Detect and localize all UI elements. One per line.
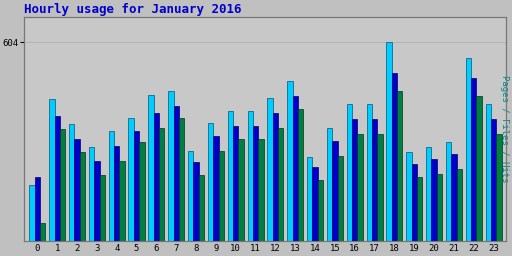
- Bar: [247, 111, 253, 241]
- Bar: [466, 58, 471, 241]
- Bar: [199, 175, 204, 241]
- Bar: [233, 126, 239, 241]
- Bar: [80, 152, 85, 241]
- Bar: [35, 177, 40, 241]
- Bar: [273, 113, 278, 241]
- Bar: [94, 161, 99, 241]
- Text: Hourly usage for January 2016: Hourly usage for January 2016: [25, 3, 242, 16]
- Bar: [372, 119, 377, 241]
- Bar: [347, 104, 352, 241]
- Bar: [60, 129, 65, 241]
- Bar: [397, 91, 402, 241]
- Bar: [278, 127, 284, 241]
- Bar: [239, 139, 244, 241]
- Bar: [287, 81, 292, 241]
- Bar: [318, 180, 323, 241]
- Bar: [446, 142, 451, 241]
- Bar: [337, 156, 343, 241]
- Bar: [129, 118, 134, 241]
- Bar: [148, 94, 154, 241]
- Bar: [40, 223, 46, 241]
- Bar: [109, 131, 114, 241]
- Bar: [417, 177, 422, 241]
- Bar: [119, 161, 125, 241]
- Bar: [253, 126, 258, 241]
- Bar: [485, 104, 491, 241]
- Bar: [312, 167, 318, 241]
- Bar: [54, 116, 60, 241]
- Bar: [392, 73, 397, 241]
- Bar: [69, 124, 74, 241]
- Bar: [377, 134, 382, 241]
- Bar: [74, 139, 80, 241]
- Bar: [174, 106, 179, 241]
- Bar: [267, 98, 273, 241]
- Bar: [432, 159, 437, 241]
- Bar: [332, 141, 337, 241]
- Bar: [412, 164, 417, 241]
- Bar: [213, 136, 219, 241]
- Bar: [476, 96, 482, 241]
- Bar: [496, 134, 502, 241]
- Bar: [352, 119, 357, 241]
- Bar: [457, 169, 462, 241]
- Bar: [307, 157, 312, 241]
- Bar: [49, 100, 54, 241]
- Bar: [491, 119, 496, 241]
- Bar: [208, 123, 213, 241]
- Bar: [357, 134, 362, 241]
- Bar: [139, 142, 144, 241]
- Bar: [228, 111, 233, 241]
- Bar: [451, 154, 457, 241]
- Bar: [188, 151, 194, 241]
- Bar: [134, 131, 139, 241]
- Bar: [114, 146, 119, 241]
- Bar: [159, 127, 164, 241]
- Bar: [471, 78, 476, 241]
- Bar: [179, 118, 184, 241]
- Bar: [387, 42, 392, 241]
- Bar: [168, 91, 174, 241]
- Bar: [327, 127, 332, 241]
- Bar: [437, 174, 442, 241]
- Bar: [426, 147, 432, 241]
- Bar: [406, 152, 412, 241]
- Bar: [29, 185, 35, 241]
- Bar: [154, 113, 159, 241]
- Bar: [194, 162, 199, 241]
- Bar: [258, 139, 264, 241]
- Bar: [292, 96, 298, 241]
- Bar: [89, 147, 94, 241]
- Bar: [298, 109, 303, 241]
- Bar: [219, 151, 224, 241]
- Bar: [99, 175, 105, 241]
- Y-axis label: Pages / Files / Hits: Pages / Files / Hits: [500, 76, 509, 183]
- Bar: [367, 104, 372, 241]
